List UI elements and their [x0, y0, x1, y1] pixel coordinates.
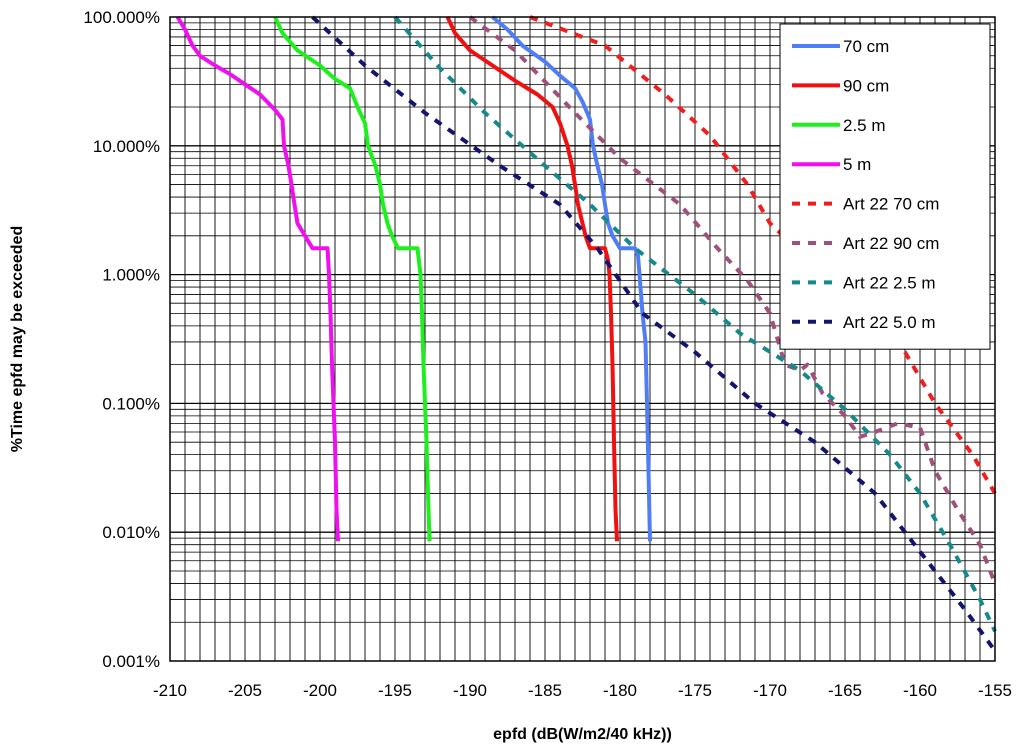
legend-label: 2.5 m — [843, 116, 886, 135]
legend-label: 70 cm — [843, 37, 889, 56]
x-tick-label: -175 — [678, 681, 712, 700]
x-tick-label: -190 — [453, 681, 487, 700]
y-tick-label: 1.000% — [102, 266, 160, 285]
x-axis-title: epfd (dB(W/m2/40 kHz)) — [493, 726, 672, 743]
x-tick-label: -160 — [903, 681, 937, 700]
y-tick-label: 10.000% — [93, 137, 160, 156]
y-tick-label: 100.000% — [83, 8, 160, 27]
y-tick-label: 0.100% — [102, 394, 160, 413]
legend-label: Art 22 5.0 m — [843, 313, 936, 332]
legend-box — [779, 23, 991, 350]
x-tick-label: -185 — [528, 681, 562, 700]
plot-frame — [169, 16, 996, 662]
y-axis-title: %Time epfd may be exceeded — [9, 226, 26, 452]
x-tick-label: -155 — [978, 681, 1012, 700]
x-tick-label: -165 — [828, 681, 862, 700]
series-line-6 — [468, 15, 997, 585]
x-tick-label: -170 — [753, 681, 787, 700]
legend-label: 5 m — [843, 155, 871, 174]
legend: 70 cm 90 cm 2.5 m 5 m Art 22 70 cm Art 22 90 … — [779, 23, 991, 350]
x-tick-label: -205 — [228, 681, 262, 700]
series-line-3 — [273, 16, 432, 542]
series-line-1 — [491, 15, 652, 542]
legend-label: Art 22 90 cm — [843, 234, 939, 253]
legend-label: Art 22 70 cm — [843, 195, 939, 214]
x-tick-label: -180 — [603, 681, 637, 700]
series-line-7 — [393, 15, 997, 633]
x-tick-labels: -210 -205 -200 -195 -190 -185 -180 -175 -170 -165… — [153, 681, 1012, 700]
grid — [169, 16, 996, 662]
series-line-8 — [311, 15, 997, 652]
series-lines — [175, 15, 997, 652]
x-tick-label: -210 — [153, 681, 187, 700]
series-line-2 — [445, 16, 619, 542]
series-line-4 — [175, 15, 340, 542]
y-tick-label: 0.010% — [102, 523, 160, 542]
y-tick-labels: 0.001% 0.010% 0.100% 1.000% 10.000% 100.000% — [83, 8, 160, 671]
legend-label: Art 22 2.5 m — [843, 273, 936, 292]
x-tick-label: -200 — [303, 681, 337, 700]
x-tick-label: -195 — [378, 681, 412, 700]
y-tick-label: 0.001% — [102, 652, 160, 671]
legend-label: 90 cm — [843, 76, 889, 95]
